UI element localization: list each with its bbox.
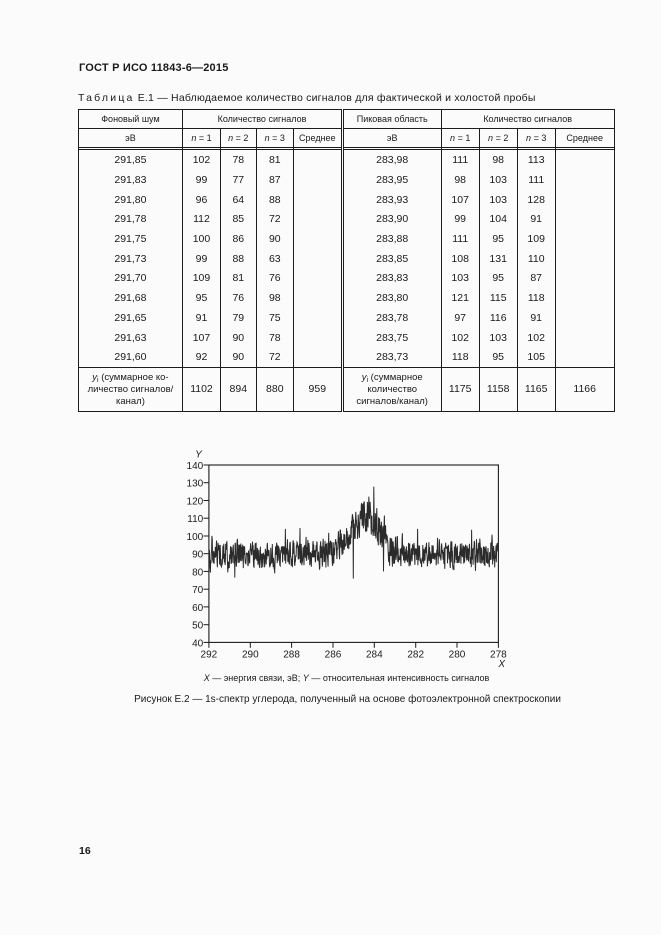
svg-text:290: 290: [242, 650, 259, 661]
svg-text:280: 280: [449, 650, 466, 661]
svg-text:282: 282: [407, 650, 424, 661]
svg-text:284: 284: [366, 650, 383, 661]
svg-text:50: 50: [192, 621, 204, 632]
svg-text:130: 130: [187, 479, 204, 490]
svg-text:90: 90: [192, 550, 204, 561]
svg-text:100: 100: [187, 532, 204, 543]
svg-text:60: 60: [192, 603, 204, 614]
svg-text:X: X: [497, 659, 505, 670]
svg-text:110: 110: [187, 514, 203, 525]
svg-text:70: 70: [192, 585, 204, 596]
svg-text:288: 288: [283, 650, 300, 661]
svg-text:140: 140: [187, 461, 204, 472]
svg-text:120: 120: [187, 496, 204, 507]
svg-text:80: 80: [192, 567, 204, 578]
svg-text:286: 286: [325, 650, 342, 661]
svg-text:Y: Y: [195, 450, 203, 461]
svg-text:292: 292: [201, 650, 218, 661]
svg-text:40: 40: [192, 638, 204, 649]
svg-text:278: 278: [490, 650, 507, 661]
